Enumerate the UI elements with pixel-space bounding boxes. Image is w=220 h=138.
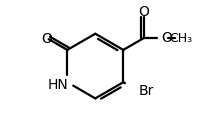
Text: Br: Br — [139, 84, 154, 98]
Text: HN: HN — [48, 78, 69, 92]
Text: O: O — [161, 31, 172, 45]
Text: O: O — [138, 5, 149, 19]
Text: O: O — [41, 32, 52, 46]
Text: CH₃: CH₃ — [169, 32, 192, 45]
